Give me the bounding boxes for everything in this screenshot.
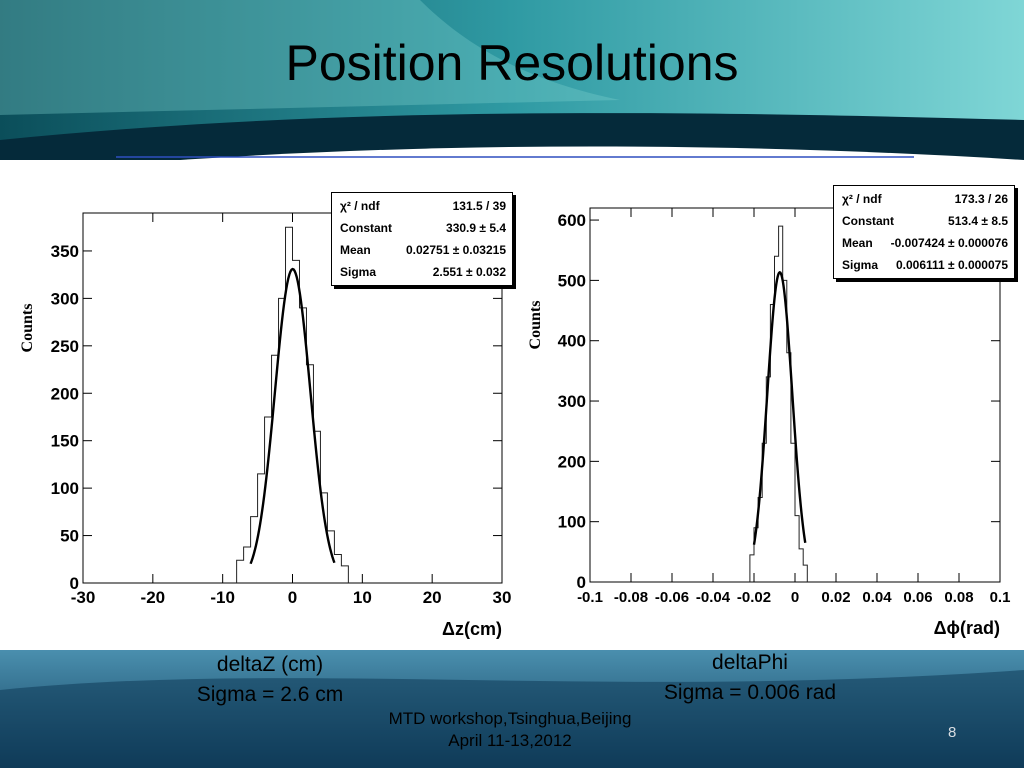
y-tick-label: 500 [558,271,586,290]
y-tick-label: 150 [51,432,79,451]
x-tick-label: -0.04 [696,589,731,606]
stats-label: χ² / ndf [842,192,882,206]
plot-layer: 0 50 100 150 200 250 300 350 -30 -20 -10 0 10 20 30 Δz(… [19,207,1011,639]
y-tick-label: 200 [558,452,586,471]
stats-value: 0.006111 ± 0.000075 [895,258,1008,272]
caption-deltaz: deltaZ (cm) Sigma = 2.6 cm [160,650,380,710]
gaussian-fit-curve [752,270,807,545]
y-tick-label: 250 [51,337,79,356]
footer-wave [0,670,1024,768]
histogram-plot-1: 0 100 200 300 400 500 600 -0.1 -0.08 -0.06 -0.04 -0… [527,207,1011,638]
x-tick-label: -0.06 [655,589,689,606]
x-tick-label: -0.08 [614,589,648,606]
x-tick-label: -30 [71,588,96,607]
x-tick-label: 30 [493,588,512,607]
page-number: 8 [948,724,957,741]
histogram-plot-0: 0 50 100 150 200 250 300 350 -30 -20 -10 0 10 20 30 Δz(… [19,212,512,639]
stats-value: 513.4 ± 8.5 [948,214,1008,228]
x-tick-label: 0.06 [903,589,932,606]
x-tick-label: 0.08 [944,589,973,606]
y-tick-label: 0 [577,573,586,592]
caption-deltaphi-sigma: Sigma = 0.006 rad [663,681,837,704]
y-axis-title: Counts [527,301,544,350]
x-tick-label: -20 [141,588,166,607]
stats-row-constant: Constant 330.9 ± 5.4 [332,217,512,239]
x-axis-title: Δz(cm) [442,619,502,639]
stats-value: 330.9 ± 5.4 [446,221,506,235]
x-tick-label: 0.1 [990,589,1011,606]
stats-row-chi2: χ² / ndf 173.3 / 26 [834,188,1014,210]
y-tick-label: 100 [558,513,586,532]
stats-label: Constant [340,221,392,235]
footer-line2: April 11-13,2012 [448,731,572,750]
y-tick-label: 100 [51,479,79,498]
stats-row-constant: Constant 513.4 ± 8.5 [834,210,1014,232]
stats-row-mean: Mean 0.02751 ± 0.03215 [332,239,512,261]
histogram-bins [236,226,349,583]
slide-title: Position Resolutions [285,35,739,91]
x-tick-label: 0 [288,588,297,607]
stats-box-deltaphi: χ² / ndf 173.3 / 26 Constant 513.4 ± 8.5 M… [833,185,1015,279]
y-tick-label: 300 [51,289,79,308]
stats-label: Mean [842,236,873,250]
x-tick-label: 0 [791,589,799,606]
footer-text: MTD workshop,Tsinghua,Beijing April 11-1… [340,708,680,752]
stats-row-sigma: Sigma 0.006111 ± 0.000075 [834,254,1014,276]
caption-deltaz-title: deltaZ (cm) [216,653,324,676]
stats-value: 173.3 / 26 [954,192,1008,206]
caption-deltaz-sigma: Sigma = 2.6 cm [196,683,344,706]
stats-value: 2.551 ± 0.032 [432,265,506,279]
x-tick-label: -10 [210,588,235,607]
caption-deltaphi-title: deltaPhi [712,651,788,674]
stats-label: Sigma [842,258,879,272]
y-axis-title: Counts [19,304,36,353]
y-tick-label: 300 [558,392,586,411]
x-tick-label: 10 [353,588,372,607]
stats-box-deltaz: χ² / ndf 131.5 / 39 Constant 330.9 ± 5.4 M… [331,192,513,286]
stats-value: 131.5 / 39 [452,199,506,213]
x-axis-title: Δϕ(rad) [934,618,1000,638]
y-tick-label: 400 [558,332,586,351]
x-tick-label: -0.02 [737,589,771,606]
stats-row-chi2: χ² / ndf 131.5 / 39 [332,195,512,217]
stats-row-sigma: Sigma 2.551 ± 0.032 [332,261,512,283]
caption-deltaphi: deltaPhi Sigma = 0.006 rad [640,648,860,708]
gaussian-fit-curve [249,267,336,565]
x-tick-label: 0.02 [821,589,850,606]
footer-line1: MTD workshop,Tsinghua,Beijing [388,709,632,728]
stats-label: Mean [340,243,371,257]
y-tick-label: 200 [51,384,79,403]
stats-label: Sigma [340,265,377,279]
stats-value: -0.007424 ± 0.000076 [890,236,1008,250]
x-tick-label: -0.1 [577,589,603,606]
x-tick-label: 20 [423,588,442,607]
y-tick-label: 0 [70,574,79,593]
stats-row-mean: Mean -0.007424 ± 0.000076 [834,232,1014,254]
stats-label: Constant [842,214,894,228]
stats-value: 0.02751 ± 0.03215 [405,243,506,257]
y-tick-label: 600 [558,211,586,230]
x-tick-label: 0.04 [862,589,892,606]
y-tick-label: 50 [60,527,79,546]
header-wave-light [0,0,620,115]
stats-label: χ² / ndf [340,199,380,213]
y-tick-label: 350 [51,242,79,261]
